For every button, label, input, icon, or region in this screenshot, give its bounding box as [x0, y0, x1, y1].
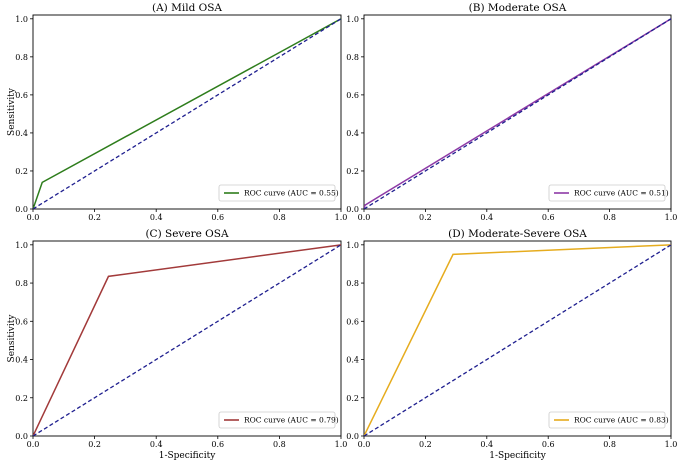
roc-panel-2: (B) Moderate OSA 0.0 0.2 0.4 0.6 0.8 1.0 0.0 0.2…: [346, 2, 677, 222]
x-tick-label: 0.4: [480, 440, 493, 449]
y-tick-label: 0.2: [346, 394, 359, 403]
legend: ROC curve (AUC = 0.83): [548, 411, 669, 429]
y-tick-label: 0.0: [346, 432, 359, 441]
x-tick-label: 1.0: [335, 213, 348, 222]
x-tick-label: 0.0: [358, 213, 371, 222]
chance-line: [33, 18, 341, 209]
y-tick-label: 0.8: [346, 53, 359, 62]
x-tick-label: 0.2: [88, 440, 101, 449]
chance-line: [364, 244, 671, 436]
y-tick-label: 0.4: [346, 356, 359, 365]
roc-curve: [364, 244, 671, 436]
roc-curve: [33, 244, 341, 436]
y-tick-label: 0.6: [346, 317, 359, 326]
y-tick-label: 0.0: [15, 432, 28, 441]
legend-label: ROC curve (AUC = 0.83): [574, 416, 669, 425]
y-axis-label: Sensitivity: [7, 314, 17, 363]
plot-frame: [32, 14, 342, 210]
legend-label: ROC curve (AUC = 0.79): [244, 416, 339, 425]
roc-curve: [364, 18, 671, 209]
panel-title: (B) Moderate OSA: [469, 2, 567, 14]
x-tick-label: 0.6: [542, 440, 555, 449]
x-tick-label: 0.6: [211, 213, 224, 222]
legend-box: [548, 411, 666, 429]
y-tick-label: 0.8: [15, 53, 28, 62]
x-tick-label: 1.0: [665, 440, 678, 449]
y-tick-label: 0.8: [15, 279, 28, 288]
legend: ROC curve (AUC = 0.51): [548, 184, 669, 202]
x-tick-label: 0.4: [480, 213, 493, 222]
roc-panel-4: (D) Moderate-Severe OSA 0.0 0.2 0.4 0.6 0.8 1.…: [346, 228, 677, 461]
panel-title: (D) Moderate-Severe OSA: [448, 228, 587, 240]
x-tick-label: 0.0: [27, 440, 40, 449]
x-axis-label: 1-Specificity: [159, 451, 216, 461]
y-tick-label: 0.0: [346, 205, 359, 214]
legend-box: [548, 184, 666, 202]
roc-curve: [33, 18, 341, 209]
legend: ROC curve (AUC = 0.79): [218, 411, 339, 429]
x-tick-label: 0.6: [211, 440, 224, 449]
legend: ROC curve (AUC = 0.55): [218, 184, 339, 202]
legend-box: [218, 184, 336, 202]
x-tick-label: 0.0: [27, 213, 40, 222]
x-tick-label: 0.8: [603, 440, 616, 449]
x-tick-label: 0.0: [358, 440, 371, 449]
x-tick-label: 0.8: [603, 213, 616, 222]
x-axis-label: 1-Specificity: [489, 451, 546, 461]
plot-frame: [363, 240, 672, 437]
roc-panel-3: (C) Severe OSA 0.0 0.2 0.4 0.6 0.8 1.0 0.0 0.2 0.…: [7, 228, 347, 461]
y-axis-label: Sensitivity: [7, 87, 17, 136]
y-tick-label: 0.2: [15, 394, 28, 403]
roc-panel-1: (A) Mild OSA 0.0 0.2 0.4 0.6 0.8 1.0 0.0 0.2 0.4 0…: [7, 2, 347, 222]
x-tick-label: 0.2: [419, 213, 432, 222]
y-tick-label: 1.0: [346, 241, 359, 250]
plot-frame: [363, 14, 672, 210]
x-tick-label: 0.6: [542, 213, 555, 222]
y-tick-label: 0.2: [346, 167, 359, 176]
x-tick-label: 1.0: [335, 440, 348, 449]
y-tick-label: 0.4: [346, 129, 359, 138]
legend-label: ROC curve (AUC = 0.51): [574, 189, 669, 198]
y-tick-label: 0.6: [15, 317, 28, 326]
legend-label: ROC curve (AUC = 0.55): [244, 189, 339, 198]
y-tick-label: 0.4: [15, 129, 28, 138]
panel-title: (C) Severe OSA: [145, 228, 228, 240]
y-tick-label: 0.6: [346, 91, 359, 100]
y-tick-label: 0.0: [15, 205, 28, 214]
x-tick-label: 0.8: [273, 213, 286, 222]
y-tick-label: 1.0: [15, 241, 28, 250]
chance-line: [33, 244, 341, 436]
x-tick-label: 0.4: [150, 213, 163, 222]
x-tick-label: 0.2: [419, 440, 432, 449]
y-tick-label: 0.2: [15, 167, 28, 176]
x-tick-label: 0.4: [150, 440, 163, 449]
plot-frame: [32, 240, 342, 437]
x-tick-label: 0.8: [273, 440, 286, 449]
y-tick-label: 1.0: [15, 15, 28, 24]
x-tick-label: 0.2: [88, 213, 101, 222]
x-tick-label: 1.0: [665, 213, 678, 222]
y-tick-label: 0.8: [346, 279, 359, 288]
y-tick-label: 0.4: [15, 356, 28, 365]
y-tick-label: 1.0: [346, 15, 359, 24]
chance-line: [364, 18, 671, 209]
y-tick-label: 0.6: [15, 91, 28, 100]
panel-title: (A) Mild OSA: [152, 2, 222, 14]
legend-box: [218, 411, 336, 429]
